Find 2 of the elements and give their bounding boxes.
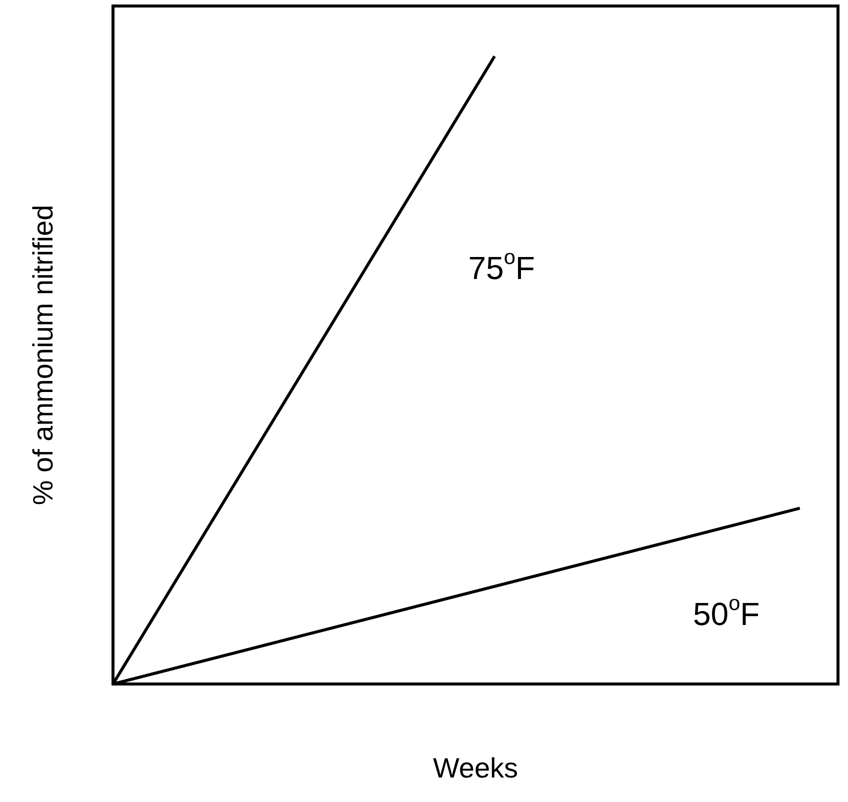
x-axis-title: Weeks bbox=[432, 752, 518, 784]
y-axis-title: % of ammonium nitrified bbox=[28, 204, 59, 506]
